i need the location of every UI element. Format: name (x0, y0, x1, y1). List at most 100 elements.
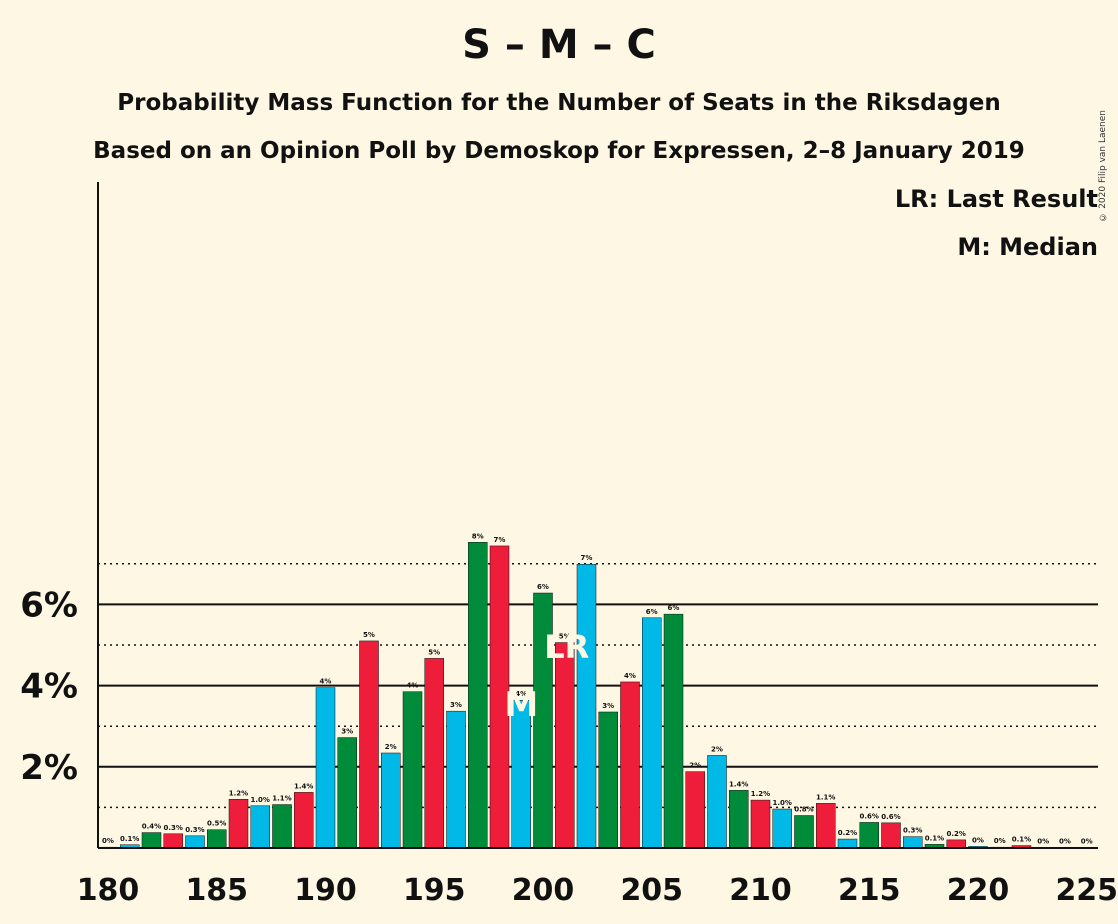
x-tick-label: 215 (838, 873, 901, 908)
chart-title: S – M – C (462, 22, 656, 68)
bar-seat-197 (468, 542, 488, 849)
bar-data-label: 5% (428, 648, 440, 656)
bar-seat-186 (228, 799, 249, 849)
bar-data-label: 0.2% (947, 830, 966, 838)
bar-seat-194 (402, 691, 423, 849)
bar-data-label: 1.1% (816, 793, 835, 801)
bar-data-label: 0.1% (925, 834, 944, 842)
bar-data-label: 2% (385, 743, 397, 751)
y-tick-label: 4% (20, 667, 78, 707)
bar-data-label: 4% (624, 672, 636, 680)
bar-seat-208 (707, 755, 727, 849)
bar-seat-190 (315, 687, 336, 849)
y-tick-label: 2% (20, 748, 78, 788)
bar-seat-185 (207, 829, 227, 849)
bar-data-label: 1.2% (751, 790, 770, 798)
bar-data-label: 0% (1037, 838, 1049, 846)
bar-data-label: 3% (341, 728, 353, 736)
bar-data-label: 0.6% (881, 813, 900, 821)
bar-data-label: 5% (363, 631, 375, 639)
bar-seat-216 (881, 822, 901, 849)
bar-data-label: 4% (407, 682, 419, 690)
bar-data-label: 0% (102, 837, 114, 845)
bar-data-label: 0.1% (120, 835, 139, 843)
bar-seat-187 (250, 805, 270, 849)
bar-seat-203 (598, 711, 618, 849)
bar-seat-205 (642, 617, 662, 849)
bar-data-label: 7% (581, 554, 593, 562)
bar-data-label: 1.2% (229, 789, 248, 797)
bar-data-label: 5% (559, 633, 571, 641)
bar-seat-210 (750, 799, 771, 849)
bar-seat-192 (359, 640, 379, 849)
bar-data-label: 1.1% (272, 795, 291, 803)
bar-seat-212 (794, 815, 814, 849)
bar-data-label: 0.3% (903, 827, 922, 835)
legend-median: M: Median (957, 233, 1098, 261)
bar-seat-215 (859, 822, 879, 849)
bar-seat-182 (141, 832, 162, 849)
legend-last-result: LR: Last Result (894, 185, 1098, 213)
bar-seat-217 (903, 836, 923, 849)
x-tick-label: 200 (512, 873, 575, 908)
bar-data-label: 6% (537, 583, 549, 591)
bar-data-label: 1.0% (251, 796, 270, 804)
bar-data-label: 3% (450, 701, 462, 709)
bar-seat-184 (185, 835, 205, 849)
x-tick-label: 225 (1055, 873, 1118, 908)
bar-data-label: 6% (646, 608, 658, 616)
bar-seat-196 (446, 710, 466, 849)
bar-seat-214 (837, 838, 858, 849)
bar-seat-189 (294, 792, 314, 849)
bar-seat-183 (163, 833, 183, 849)
bar-data-label: 0.2% (838, 829, 857, 837)
bar-data-label: 0% (1059, 838, 1071, 846)
bar-seat-213 (816, 803, 836, 849)
x-tick-label: 195 (403, 873, 466, 908)
bar-seat-209 (729, 790, 749, 849)
chart-subtitle-poll: Based on an Opinion Poll by Demoskop for… (93, 138, 1025, 164)
bar-data-label: 0.3% (185, 826, 204, 834)
y-tick-label: 6% (20, 585, 78, 625)
bar-data-label: 2% (711, 745, 723, 753)
bar-data-label: 0.3% (164, 824, 183, 832)
x-tick-label: 190 (294, 873, 357, 908)
bar-seat-211 (772, 808, 792, 849)
bar-seat-219 (946, 839, 966, 849)
bar-data-label: 4% (320, 678, 332, 686)
x-tick-label: 180 (77, 873, 140, 908)
bar-seat-195 (424, 658, 444, 849)
bar-seat-202 (576, 563, 597, 849)
x-tick-label: 185 (185, 873, 248, 908)
bar-data-label: 0.8% (794, 806, 813, 814)
bar-data-label: 6% (668, 604, 680, 612)
chart-subtitle: Probability Mass Function for the Number… (117, 90, 1001, 116)
bar-seat-206 (663, 613, 684, 849)
bar-data-label: 2% (689, 762, 701, 770)
bar-data-label: 0.4% (142, 823, 161, 831)
bar-seat-201 (555, 642, 575, 849)
bar-seat-207 (685, 771, 705, 849)
bar-data-label: 0% (1081, 838, 1093, 846)
bar-seat-191 (337, 737, 357, 849)
bar-data-label: 1.4% (294, 782, 313, 790)
median-marker: M (504, 685, 538, 725)
x-tick-label: 210 (729, 873, 792, 908)
bar-data-label: 1.0% (773, 799, 792, 807)
bar-data-label: 0.1% (1012, 836, 1031, 844)
bar-data-label: 7% (494, 536, 506, 544)
last-result-marker: LR (544, 628, 589, 666)
x-tick-label: 205 (620, 873, 683, 908)
bar-seat-204 (620, 681, 640, 849)
bar-data-label: 4% (515, 690, 527, 698)
x-tick-label: 220 (947, 873, 1010, 908)
bar-data-label: 0% (972, 836, 984, 844)
bar-data-label: 0% (994, 837, 1006, 845)
bar-seat-193 (381, 752, 401, 849)
bar-data-label: 1.4% (729, 780, 748, 788)
bar-data-label: 0.5% (207, 820, 226, 828)
bar-seat-188 (272, 804, 292, 849)
bar-data-label: 3% (602, 702, 614, 710)
bar-data-label: 8% (472, 532, 484, 540)
